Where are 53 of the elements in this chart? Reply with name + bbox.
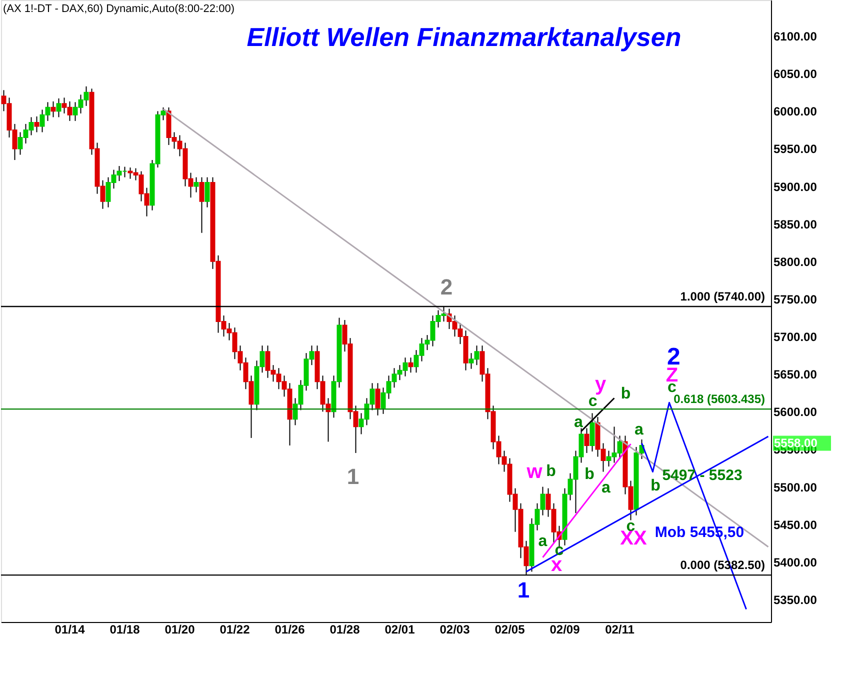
annotation: c (588, 393, 598, 410)
candlestick (34, 116, 40, 133)
annotation: 1 (346, 464, 360, 490)
annotation: a (634, 422, 644, 439)
x-tick-label: 01/26 (274, 622, 306, 636)
y-tick-label: 5400.00 (774, 555, 818, 570)
x-tick-label: 01/14 (54, 622, 86, 636)
ref-line-label: 0.618 (5603.435) (674, 392, 766, 406)
x-tick-label: 02/05 (494, 622, 526, 636)
annotation: b (546, 463, 556, 480)
annotation: 5497 - 5523 (662, 466, 742, 484)
candlestick (50, 100, 56, 118)
y-tick-label: 6100.00 (774, 30, 818, 44)
annotation: b (650, 477, 661, 494)
y-tick-label: 6050.00 (774, 67, 818, 82)
x-tick-label: 01/20 (164, 622, 196, 636)
x-tick-label: 02/03 (440, 622, 470, 636)
annotation: a (602, 480, 611, 497)
y-tick-label: 5350.00 (774, 592, 818, 607)
x-tick-label: 01/22 (220, 622, 250, 636)
x-tick-label: 02/11 (605, 622, 635, 636)
candlestick (199, 176, 204, 234)
text: Elliott Wellen Finanzmarktanalysen (246, 22, 682, 52)
y-tick-label: 5500.00 (774, 480, 818, 494)
annotation: y (594, 374, 607, 396)
y-tick-label: 5850.00 (774, 217, 818, 232)
annotation: w (526, 460, 543, 483)
annotation: 1 (517, 577, 530, 602)
y-tick-label: 5750.00 (774, 292, 818, 306)
annotation: a (574, 414, 584, 432)
annotation: b (584, 466, 595, 484)
annotation: a (538, 532, 548, 550)
y-tick-label: 5900.00 (774, 180, 818, 194)
annotation: 2 (440, 274, 453, 300)
candlestick (204, 176, 210, 208)
x-tick-label: 01/18 (110, 622, 140, 636)
x-tick-label: 02/01 (384, 622, 416, 636)
candlestick (375, 382, 380, 416)
annotation: b (620, 386, 631, 403)
x-tick-label: 01/28 (330, 622, 360, 636)
y-tick-label: 5450.00 (774, 518, 818, 532)
candlestick (194, 176, 199, 193)
chart-subtitle: (AX 1!-DT - DAX,60) Dynamic,Auto(8:00-22:00) (3, 3, 234, 15)
y-tick-label: 5650.00 (774, 368, 818, 382)
y-tick-label: 6000.00 (774, 104, 818, 119)
y-tick-label: 5600.00 (774, 405, 818, 420)
ref-line-label: 1.000 (5740.00) (680, 289, 765, 304)
candlestick (56, 98, 62, 118)
y-tick-label: 5800.00 (774, 254, 818, 269)
y-tick-label: 5950.00 (774, 142, 818, 156)
y-tick-label: 5700.00 (774, 330, 818, 344)
x-tick-label: 02/09 (550, 622, 580, 636)
candlestick (408, 357, 414, 374)
